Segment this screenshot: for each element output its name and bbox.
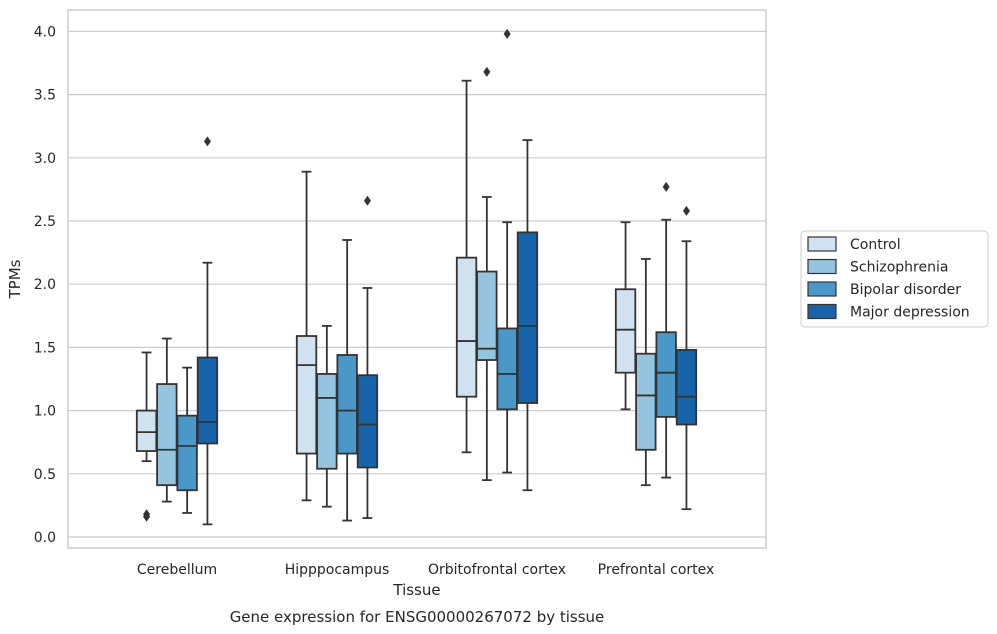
iqr-box	[156, 383, 178, 487]
iqr-box	[135, 409, 158, 452]
iqr-box	[336, 354, 358, 455]
x-tick-label: Prefrontal cortex	[598, 562, 715, 578]
y-tick-label: 2.0	[34, 277, 56, 293]
box-major-depression	[516, 139, 539, 492]
y-tick-label: 3.5	[34, 88, 56, 104]
y-tick-label: 3.0	[34, 151, 56, 167]
y-axis-title: TPMs	[6, 259, 24, 299]
y-tick-label: 0.0	[34, 530, 56, 546]
box-control	[614, 221, 637, 411]
x-axis-ticks: Cerebellum Hipppocampus Orbitofrontal cort…	[137, 562, 714, 578]
box-major-depression	[675, 205, 698, 511]
legend-label: Control	[850, 237, 901, 253]
box-control	[135, 351, 158, 522]
y-tick-label: 4.0	[34, 24, 56, 40]
iqr-box	[496, 327, 518, 411]
box-schizophrenia	[476, 66, 498, 482]
iqr-box	[176, 414, 198, 492]
legend-label: Major depression	[850, 305, 970, 321]
legend-swatch	[807, 236, 837, 252]
box-major-depression	[356, 195, 379, 519]
outlier-point	[503, 28, 511, 39]
box-major-depression	[196, 136, 219, 526]
iqr-box	[295, 335, 318, 455]
iqr-box	[455, 256, 478, 398]
x-tick-label: Orbitofrontal cortex	[428, 562, 566, 578]
box-control	[295, 170, 318, 502]
box-schizophrenia	[635, 258, 657, 487]
legend-label: Schizophrenia	[850, 260, 948, 276]
legend-swatch	[807, 258, 837, 275]
x-axis-title: Tissue	[392, 581, 440, 599]
y-tick-label: 1.0	[34, 404, 56, 420]
iqr-box	[476, 270, 498, 361]
iqr-box	[516, 231, 539, 404]
box-groups	[135, 28, 698, 526]
y-tick-label: 1.5	[34, 340, 56, 356]
outlier-point	[363, 195, 371, 206]
outlier-point	[143, 509, 151, 520]
iqr-box	[196, 356, 219, 445]
box-schizophrenia	[316, 325, 338, 508]
figure-caption: Gene expression for ENSG00000267072 by t…	[230, 608, 605, 626]
x-tick-label: Cerebellum	[137, 562, 217, 578]
legend-label: Bipolar disorder	[850, 282, 961, 298]
legend: Control Schizophrenia Bipolar disorder Majo…	[800, 230, 989, 328]
box-schizophrenia	[156, 337, 178, 503]
outlier-point	[203, 136, 211, 147]
iqr-box	[614, 288, 637, 374]
y-tick-label: 2.5	[34, 214, 56, 230]
iqr-box	[356, 374, 379, 469]
legend-swatch	[807, 303, 837, 320]
iqr-box	[655, 331, 677, 418]
legend-swatch	[807, 281, 837, 297]
box-bipolar-disorder	[336, 239, 358, 522]
outlier-point	[682, 205, 690, 216]
y-tick-label: 0.5	[34, 467, 56, 483]
x-tick-label: Hipppocampus	[285, 562, 390, 578]
iqr-box	[635, 352, 657, 451]
legend-frame	[800, 230, 989, 328]
outlier-point	[662, 181, 670, 192]
box-bipolar-disorder	[176, 366, 198, 514]
outlier-point	[483, 66, 491, 77]
iqr-box	[316, 373, 338, 470]
y-axis-ticks: 0.0 0.5 1.0 1.5 2.0 2.5 3.0 3.5 4.0	[34, 24, 56, 546]
iqr-box	[675, 349, 698, 426]
